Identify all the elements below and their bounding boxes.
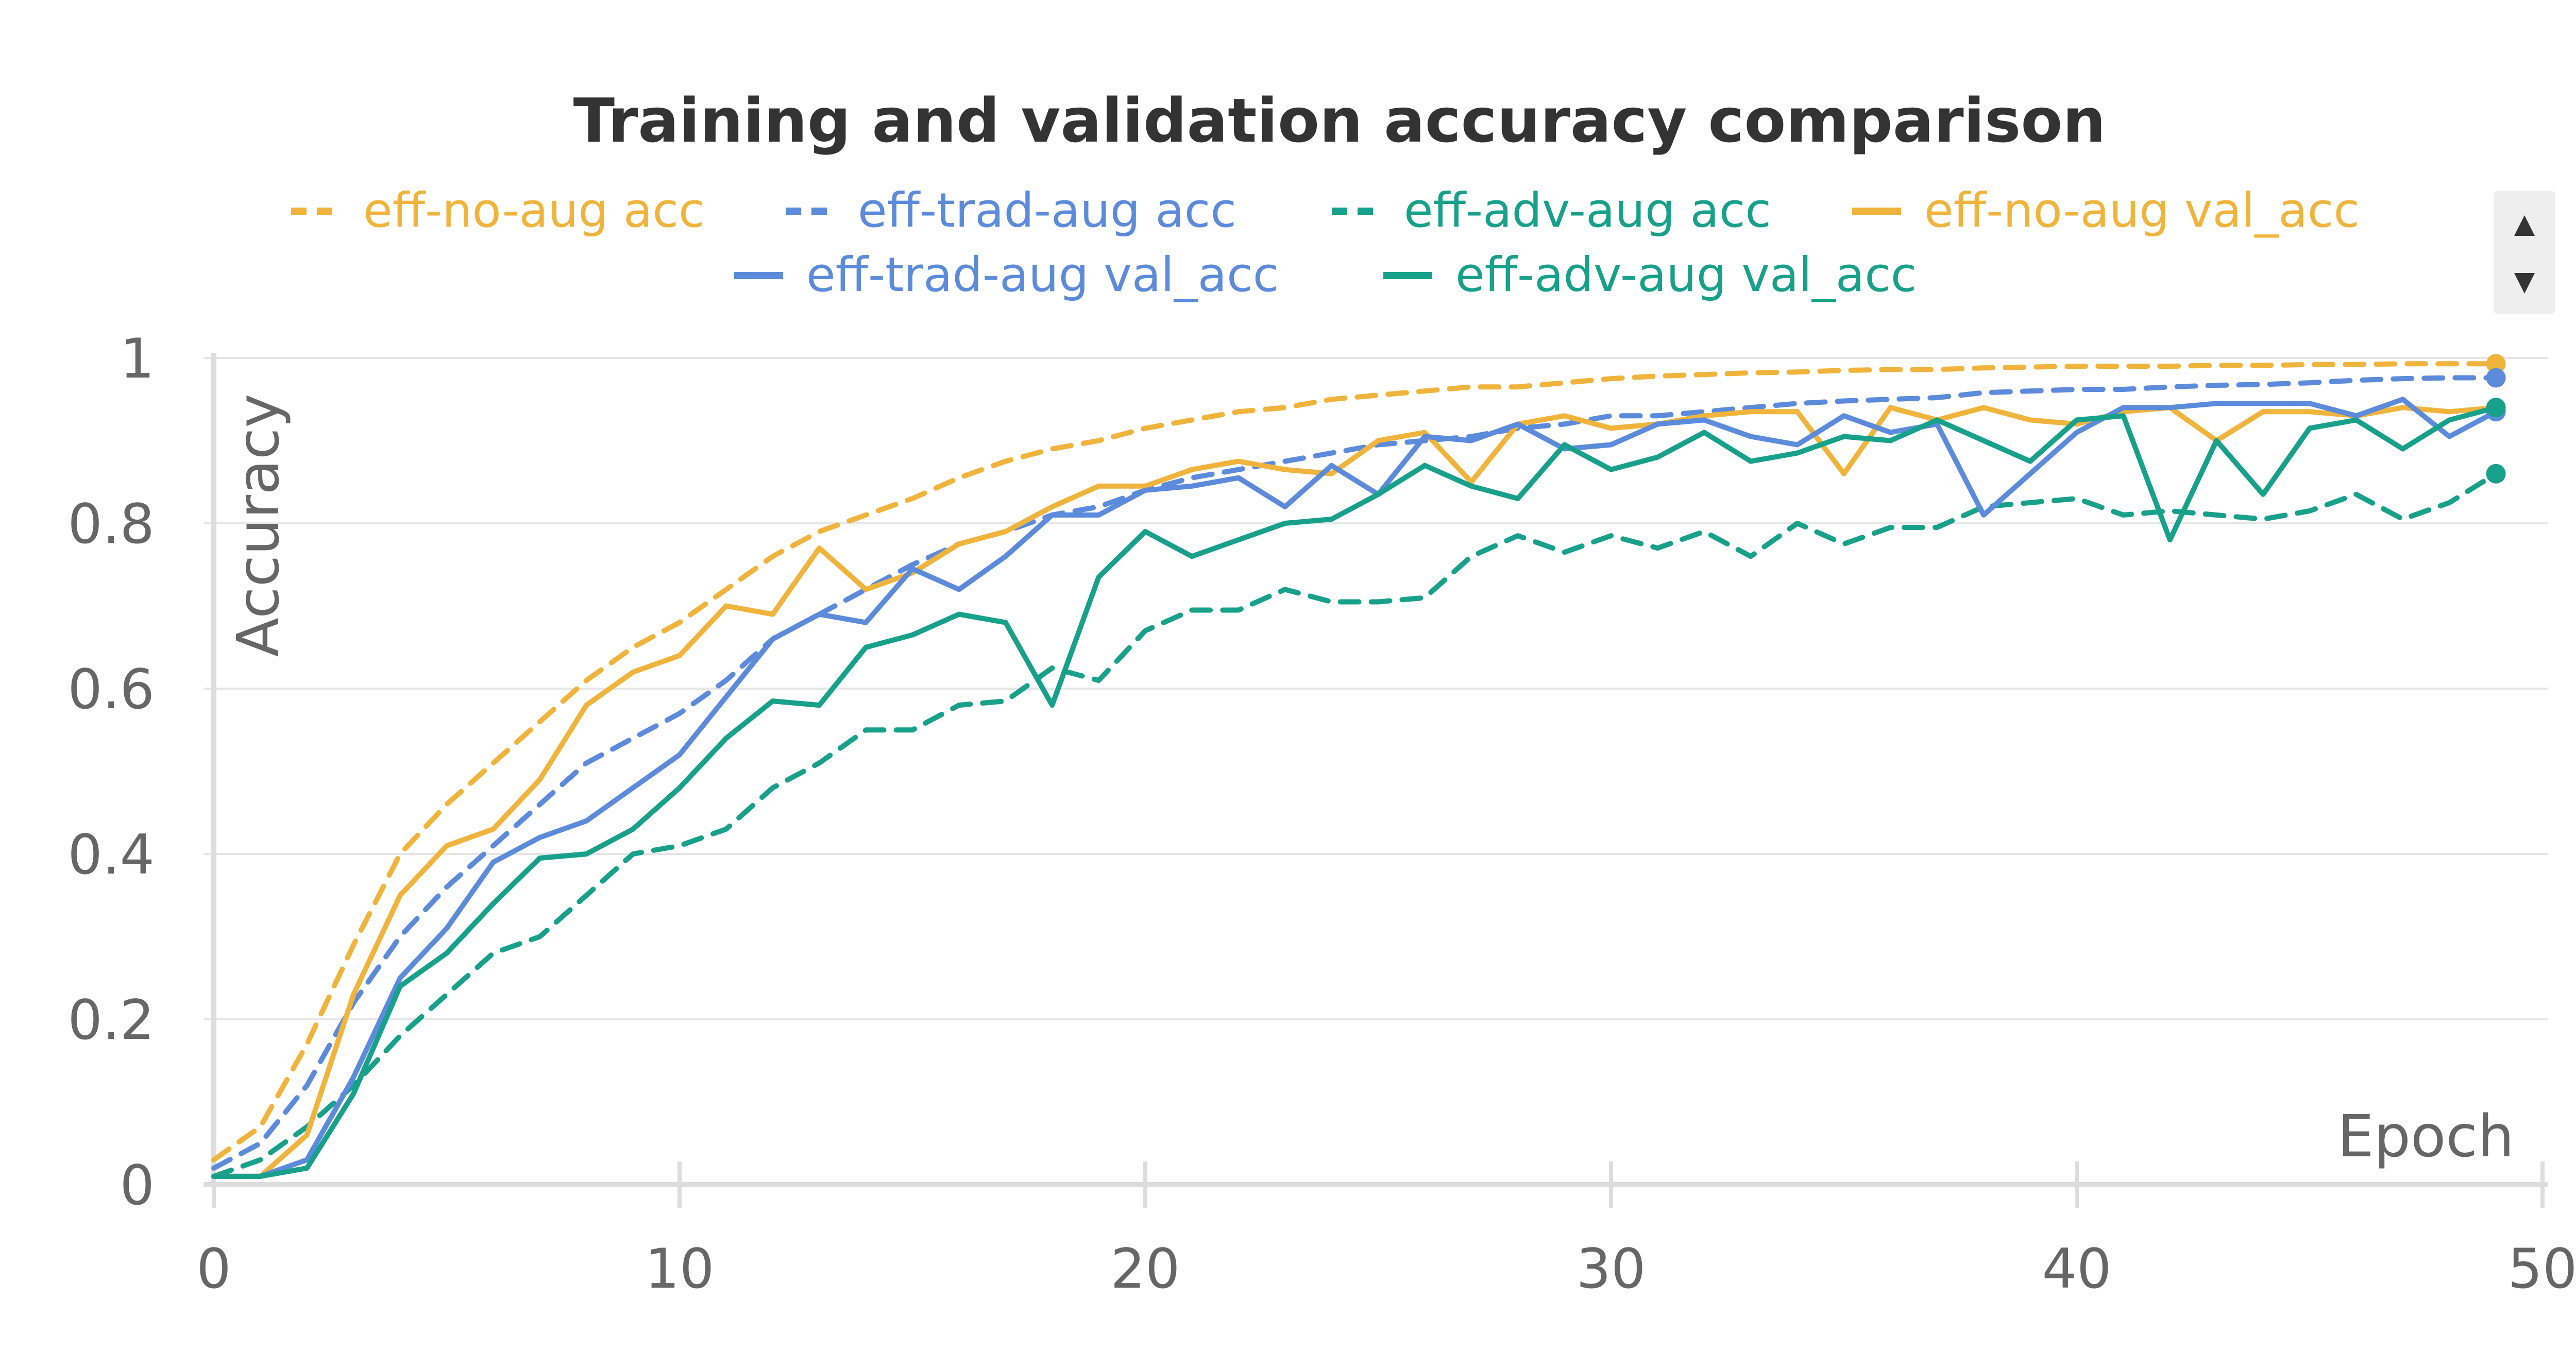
grid	[204, 357, 2548, 1020]
series-line-eff-no-aug-acc	[211, 361, 2499, 1162]
legend-label: eff-no-aug acc	[363, 183, 705, 238]
legend-scroll-track	[2494, 191, 2555, 314]
legend-item[interactable]: eff-no-aug val_acc	[1852, 183, 2360, 238]
series-line-eff-trad-aug-val-acc	[211, 397, 2499, 1179]
y-axis-title: Accuracy	[225, 394, 292, 657]
y-tick-label: 0	[120, 1154, 155, 1217]
x-tick-label: 30	[1577, 1237, 1646, 1301]
legend-label: eff-no-aug val_acc	[1924, 183, 2360, 238]
chart-title: Training and validation accuracy compari…	[573, 85, 2106, 156]
y-tick-label: 1	[120, 327, 155, 390]
x-tick-label: 20	[1111, 1237, 1180, 1301]
series-end-point	[2486, 354, 2506, 374]
series-line-eff-adv-aug-val-acc	[211, 405, 2499, 1179]
y-tick-label: 0.4	[67, 823, 155, 886]
legend-label: eff-adv-aug val_acc	[1455, 247, 1917, 302]
series-end-point	[2486, 464, 2506, 484]
legend-scroll-down-icon[interactable]	[2514, 273, 2535, 294]
x-tick-label: 10	[645, 1237, 715, 1301]
series-end-point	[2486, 368, 2506, 388]
y-tick-label: 0.8	[67, 492, 155, 556]
legend-label: eff-trad-aug acc	[858, 183, 1236, 238]
axes: 00.20.40.60.810 10 20 30 40 50	[67, 327, 2576, 1301]
x-tick-label: 0	[196, 1237, 231, 1301]
legend-item[interactable]: eff-adv-aug acc	[1332, 183, 1771, 238]
legend-scroll-up-icon[interactable]	[2514, 215, 2535, 236]
legend-item[interactable]: eff-no-aug acc	[291, 183, 705, 238]
series-line-eff-adv-aug-acc	[211, 471, 2499, 1179]
legend-label: eff-trad-aug val_acc	[806, 247, 1279, 302]
legend-item[interactable]: eff-trad-aug val_acc	[734, 247, 1279, 302]
x-axis-title: Epoch	[2337, 1103, 2514, 1170]
series-line-eff-trad-aug-acc	[211, 375, 2499, 1171]
legend-item[interactable]: eff-adv-aug val_acc	[1383, 247, 1917, 302]
legend: eff-no-aug acc eff-trad-aug acc eff-adv-au…	[291, 183, 2360, 302]
x-tick-label: 40	[2042, 1237, 2112, 1301]
legend-label: eff-adv-aug acc	[1404, 183, 1771, 238]
y-tick-label: 0.2	[67, 988, 155, 1052]
x-tick-label: 50	[2508, 1237, 2576, 1301]
y-tick-label: 0.6	[67, 658, 155, 721]
legend-scroll[interactable]	[2494, 191, 2555, 314]
series-layer	[211, 354, 2506, 1179]
legend-item[interactable]: eff-trad-aug acc	[786, 183, 1236, 238]
series-end-point	[2486, 398, 2506, 418]
